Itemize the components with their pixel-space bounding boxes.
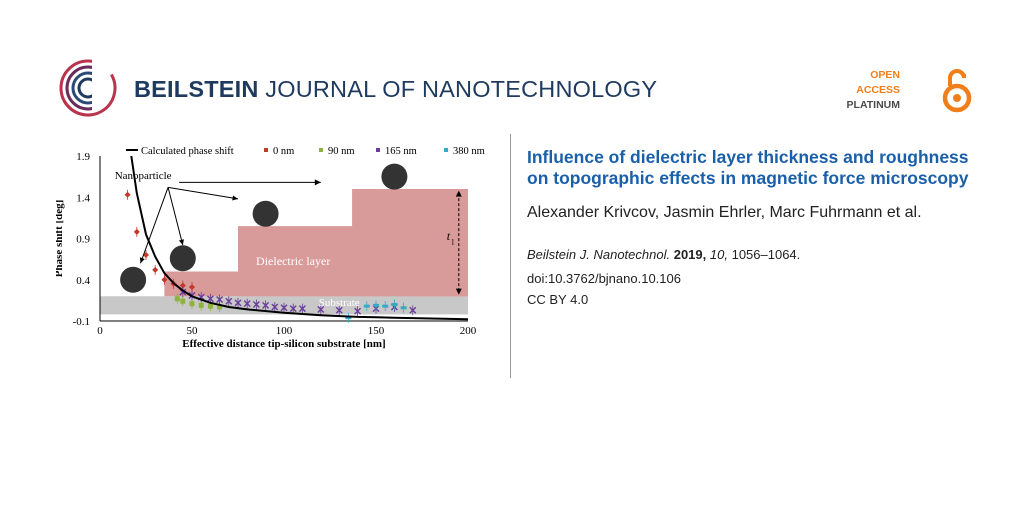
legend-marker [264,148,268,152]
x-tick-label: 50 [187,325,199,337]
arrow-line [140,187,169,264]
journal-title: BEILSTEIN JOURNAL OF NANOTECHNOLOGY [134,76,657,103]
legend-label: Calculated phase shift [141,146,234,157]
data-point [124,191,131,198]
y-tick-label: -0.1 [73,316,90,328]
legend-label: 380 nm [453,146,485,157]
legend-label: 0 nm [273,146,294,157]
data-point [345,316,352,320]
data-point [133,228,140,235]
data-point [391,303,398,306]
data-point [161,276,168,283]
legend-marker [444,148,448,152]
arrow-head [455,190,462,197]
data-point [174,296,180,302]
data-point [152,266,159,273]
article-info: Influence of dielectric layer thickness … [527,147,977,307]
calculated-phase-shift-curve [130,155,469,321]
nanoparticle-label: Nanoparticle [115,170,172,182]
data-point [180,298,186,304]
y-tick-label: 0.9 [76,234,90,246]
y-tick-label: 1.4 [76,192,90,204]
citation: Beilstein J. Nanotechnol. 2019, 10, 1056… [527,247,977,262]
data-point [400,306,407,310]
legend-marker [376,148,380,152]
data-point [179,282,186,289]
substrate-label: Substrate [319,297,360,309]
data-point [206,295,214,303]
legend-label: 90 nm [328,146,355,157]
arrow-head [139,257,145,264]
legend-marker [319,148,323,152]
data-point [262,301,270,309]
nanoparticle-circle [381,163,408,190]
arrow-head [178,239,184,246]
open-access-line2: ACCESS [856,84,900,96]
x-tick-label: 150 [368,325,385,337]
data-point [363,304,370,308]
nanoparticle-circle [120,266,147,293]
data-point [335,306,343,314]
data-point [298,305,306,313]
open-access-lock-icon [942,69,972,113]
data-point [234,299,242,307]
arrow-head [455,288,462,295]
thickness-label: t [447,229,451,243]
y-axis-label: Phase shift [deg] [56,200,65,278]
data-point [280,304,288,312]
journal-abbrev: Beilstein J. Nanotechnol. [527,247,671,262]
open-access-badge: OPEN ACCESS PLATINUM [847,66,976,116]
data-point [382,304,389,308]
y-tick-label: 0.4 [76,275,90,287]
data-point [354,307,362,315]
phase-shift-chart: -0.1 0.4 0.9 1.4 1.9 0 50 100 150 200 Effective di… [56,146,485,350]
citation-volume: 10, [709,247,728,262]
citation-pages: 1056–1064. [731,247,801,262]
y-tick-label: 1.9 [76,151,90,163]
arrow-line [167,187,184,246]
data-point [409,306,417,314]
nanoparticle-circle [169,245,196,272]
nanoparticle-circle [252,200,279,227]
dielectric-layer-label: Dielectric layer [256,254,330,268]
data-point [289,305,297,313]
data-point [243,300,251,308]
open-access-line1: OPEN [870,69,900,81]
data-point [252,301,260,308]
arrow-head [232,195,238,201]
legend-label: 165 nm [385,146,417,157]
license-label: CC BY 4.0 [527,292,589,307]
vertical-divider [510,134,511,378]
article-authors: Alexander Krivcov, Jasmin Ehrler, Marc F… [527,204,922,221]
open-access-line3: PLATINUM [846,99,900,111]
x-tick-label: 0 [97,325,103,337]
data-point [189,301,195,307]
data-point [207,303,213,309]
journal-title-rest: JOURNAL OF NANOTECHNOLOGY [258,76,658,102]
journal-title-bold: BEILSTEIN [134,76,259,102]
thickness-subscript: l [452,238,455,247]
data-point [216,296,224,304]
x-axis-label: Effective distance tip-silicon substrate… [182,338,385,350]
data-point [198,302,204,308]
data-point [225,297,233,305]
article-title[interactable]: Influence of dielectric layer thickness … [527,147,969,188]
x-tick-label: 100 [276,325,293,337]
data-point [317,305,325,313]
data-point [373,303,379,307]
arrow-line [167,186,239,200]
data-point [189,284,195,291]
citation-year: 2019, [673,247,707,262]
dielectric-step [352,189,468,297]
arrow-head [314,179,321,186]
data-point [271,303,279,311]
data-point [217,304,223,310]
beilstein-logo-icon [59,58,118,118]
doi-link[interactable]: doi:10.3762/bjnano.10.106 [527,271,681,286]
x-tick-label: 200 [460,325,477,337]
